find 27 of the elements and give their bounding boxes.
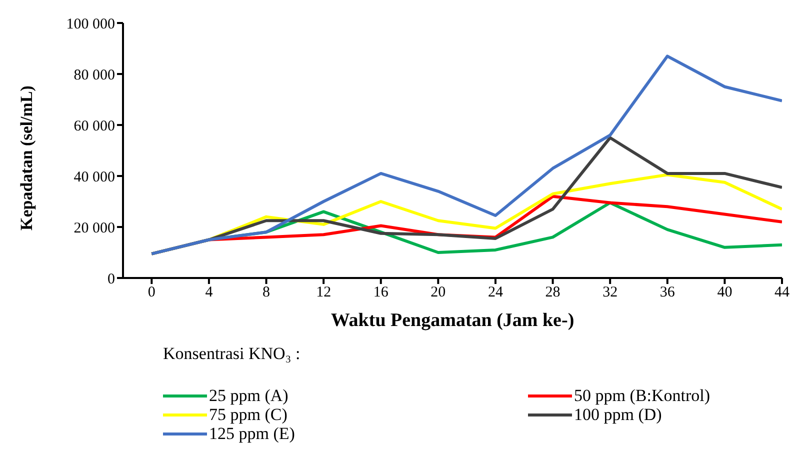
x-tick-label: 28 [545,284,560,301]
x-tick-label: 0 [148,284,156,301]
y-axis-title: Kepadatan (sel/mL) [17,86,36,230]
x-tick-label: 44 [774,284,790,301]
x-tick-label: 24 [488,284,504,301]
legend-label: 125 ppm (E) [209,424,295,443]
legend-label: 50 ppm (B:Kontrol) [574,386,710,405]
x-tick-label: 36 [660,284,676,301]
x-tick-label: 4 [205,284,214,301]
y-tick-label: 60 000 [74,118,115,134]
y-tick-label: 0 [108,271,115,288]
legend-label: 100 ppm (D) [574,405,662,424]
x-tick-label: 8 [262,284,270,301]
y-tick-label: 40 000 [74,169,115,186]
line-series [150,54,782,256]
y-tick-label: 100 000 [66,16,115,32]
legend-label: 75 ppm (C) [209,405,288,424]
y-tick-label: 20 000 [74,220,115,236]
x-tick-label: 32 [602,284,618,301]
x-tick-label: 40 [717,284,732,301]
x-axis-title: Waktu Pengamatan (Jam ke-) [330,310,574,331]
legend-title: Konsentrasi KNO₃ : [163,344,302,364]
x-tick-label: 12 [316,284,332,301]
legend-label: 25 ppm (A) [209,386,288,405]
x-tick-label: 16 [373,284,389,301]
x-tick-label: 20 [430,284,446,301]
y-tick-label: 80 000 [74,67,115,84]
